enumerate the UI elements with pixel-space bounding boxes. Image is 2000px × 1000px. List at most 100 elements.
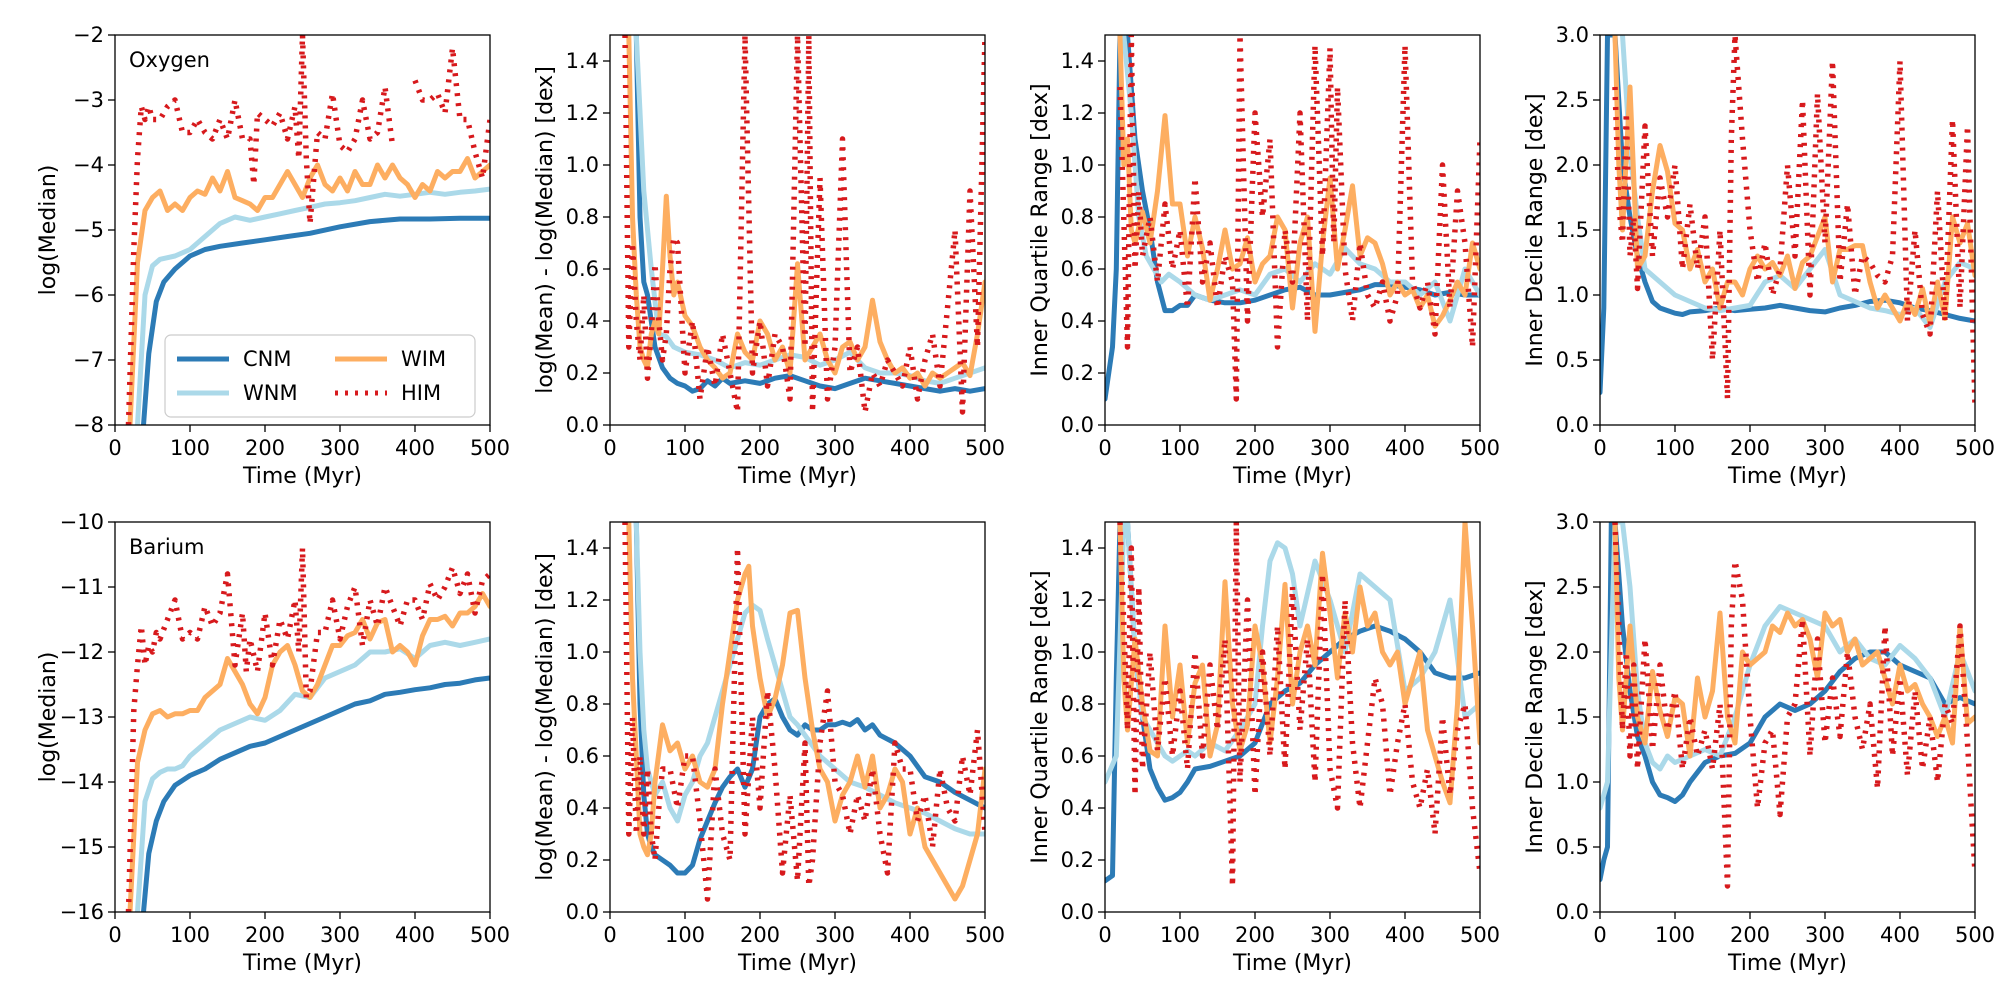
y-tick-label: 2.5 <box>1556 575 1589 599</box>
x-tick-label: 500 <box>1460 436 1500 460</box>
x-tick-label: 200 <box>740 923 780 947</box>
y-tick-label: −7 <box>73 348 104 372</box>
y-tick-label: −14 <box>60 770 104 794</box>
x-tick-label: 100 <box>170 436 210 460</box>
y-tick-label: −3 <box>73 88 104 112</box>
x-tick-label: 0 <box>108 923 121 947</box>
y-tick-label: 2.5 <box>1556 88 1589 112</box>
x-tick-label: 200 <box>1730 923 1770 947</box>
x-tick-label: 0 <box>1098 436 1111 460</box>
series-line-him <box>412 45 490 181</box>
series-line-wnm <box>1600 522 1975 811</box>
series-line-him <box>1612 522 1975 889</box>
y-tick-label: 0.0 <box>1061 413 1094 437</box>
y-tick-label: 3.0 <box>1556 23 1589 47</box>
x-tick-label: 100 <box>1160 923 1200 947</box>
x-axis-label: Time (Myr) <box>242 464 362 489</box>
series-line-wim <box>1117 35 1480 334</box>
x-tick-label: 300 <box>320 923 360 947</box>
x-axis-label: Time (Myr) <box>1232 464 1352 489</box>
y-tick-label: 1.0 <box>1061 153 1094 177</box>
x-tick-label: 400 <box>890 923 930 947</box>
x-axis-label: Time (Myr) <box>1727 464 1847 489</box>
x-tick-label: 300 <box>1310 436 1350 460</box>
y-tick-label: 1.5 <box>1556 705 1589 729</box>
series-line-wnm <box>135 636 490 912</box>
legend-label-cnm: CNM <box>243 347 292 371</box>
y-tick-label: 0.4 <box>566 796 599 820</box>
y-tick-label: 0.4 <box>566 309 599 333</box>
x-tick-label: 200 <box>1235 923 1275 947</box>
y-axis-label: Inner Quartile Range [dex] <box>1028 83 1053 376</box>
y-tick-label: −11 <box>60 575 104 599</box>
y-tick-label: 0.8 <box>1061 205 1094 229</box>
legend-label-him: HIM <box>401 381 441 405</box>
legend: CNM WIM WNM HIM <box>164 334 476 418</box>
series-line-him <box>1117 35 1480 402</box>
series-line-cnm <box>1600 35 1975 395</box>
y-tick-label: −16 <box>60 900 104 924</box>
panel-barium-3: 0 100 200 300 400 500 0.0 0.2 0.4 0.6 0.8 1.0 1.2 1.4… <box>1028 521 1500 976</box>
x-tick-label: 0 <box>1593 923 1606 947</box>
y-tick-label: −6 <box>73 283 104 307</box>
x-tick-label: 400 <box>1385 923 1425 947</box>
panel-barium-2: 0 100 200 300 400 500 0.0 0.2 0.4 0.6 0.8 1.0 1.2 1.4… <box>533 521 1005 976</box>
y-axis-label: Inner Decile Range [dex] <box>1523 580 1548 853</box>
series-line-him <box>1612 35 1975 406</box>
y-tick-label: 1.0 <box>1556 283 1589 307</box>
x-tick-label: 100 <box>665 923 705 947</box>
y-tick-label: −13 <box>60 705 104 729</box>
y-tick-label: −12 <box>60 640 104 664</box>
x-tick-label: 500 <box>470 923 510 947</box>
x-tick-label: 300 <box>1805 923 1845 947</box>
y-tick-label: 0.8 <box>566 692 599 716</box>
y-tick-label: 0.5 <box>1556 348 1589 372</box>
x-tick-label: 100 <box>170 923 210 947</box>
y-tick-label: 0.6 <box>566 744 599 768</box>
x-tick-label: 500 <box>965 436 1005 460</box>
x-tick-label: 200 <box>740 436 780 460</box>
x-tick-label: 200 <box>1730 436 1770 460</box>
x-tick-label: 300 <box>815 923 855 947</box>
series-line-him <box>125 545 490 912</box>
x-tick-label: 0 <box>1098 923 1111 947</box>
x-tick-label: 400 <box>890 436 930 460</box>
series-line-cnm <box>141 215 490 425</box>
legend-label-wim: WIM <box>401 347 446 371</box>
x-tick-label: 0 <box>1593 436 1606 460</box>
y-axis-label: Inner Decile Range [dex] <box>1523 93 1548 366</box>
x-tick-label: 400 <box>395 923 435 947</box>
y-tick-label: 1.4 <box>566 536 599 560</box>
x-tick-label: 100 <box>1655 436 1695 460</box>
y-axis-label: log(Mean) - log(Median) [dex] <box>533 66 558 394</box>
series-line-wim <box>1612 35 1975 327</box>
y-tick-label: 1.2 <box>566 101 599 125</box>
x-tick-label: 500 <box>1955 436 1995 460</box>
x-tick-label: 300 <box>1310 923 1350 947</box>
x-axis-label: Time (Myr) <box>737 951 857 976</box>
x-tick-label: 400 <box>1880 923 1920 947</box>
x-tick-label: 500 <box>1460 923 1500 947</box>
plot-frame <box>1104 34 1481 426</box>
legend-box <box>164 334 476 418</box>
x-tick-label: 400 <box>1385 436 1425 460</box>
panel-oxygen-3: 0 100 200 300 400 500 0.0 0.2 0.4 0.6 0.8 1.0 1.2 1.4… <box>1028 34 1500 489</box>
x-tick-label: 200 <box>245 923 285 947</box>
x-tick-label: 300 <box>320 436 360 460</box>
x-tick-label: 100 <box>1160 436 1200 460</box>
plot-frame <box>1599 521 1976 913</box>
plot-frame <box>1599 34 1976 426</box>
x-tick-label: 200 <box>245 436 285 460</box>
y-tick-label: 0.6 <box>566 257 599 281</box>
x-tick-label: 0 <box>108 436 121 460</box>
series-line-cnm <box>633 522 985 876</box>
y-tick-label: 3.0 <box>1556 510 1589 534</box>
y-tick-label: 0.8 <box>566 205 599 229</box>
y-tick-label: 1.0 <box>566 153 599 177</box>
y-axis-label: log(Median) <box>36 652 61 783</box>
y-tick-label: 1.2 <box>1061 588 1094 612</box>
y-tick-label: 0.0 <box>1061 900 1094 924</box>
y-axis-label: Inner Quartile Range [dex] <box>1028 570 1053 863</box>
x-tick-label: 500 <box>470 436 510 460</box>
x-axis-label: Time (Myr) <box>1232 951 1352 976</box>
